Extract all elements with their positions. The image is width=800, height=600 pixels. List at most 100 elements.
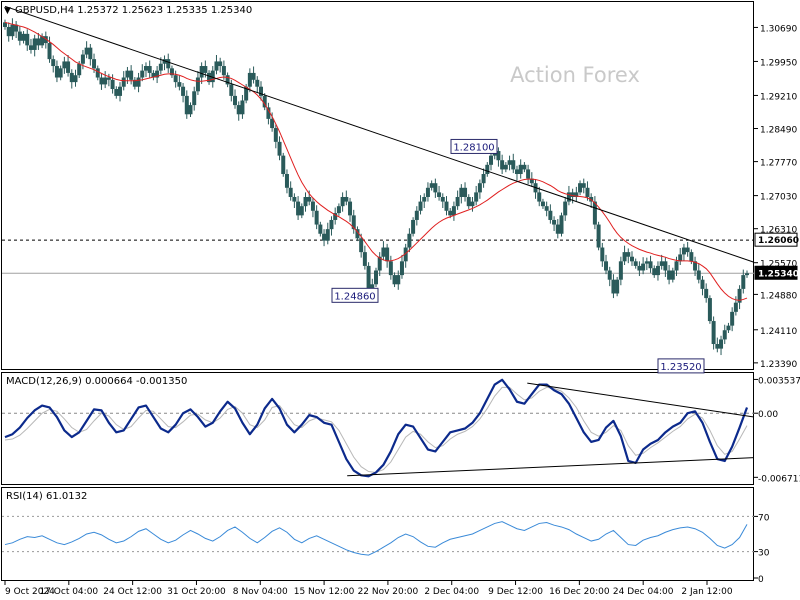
candle-body	[277, 141, 282, 156]
candle-body	[737, 288, 742, 303]
candle-body	[466, 196, 471, 207]
price-annotation-box	[450, 138, 498, 154]
macd-tick-label: 0.003537	[758, 376, 800, 386]
candle-body	[236, 105, 241, 115]
candle-body	[173, 75, 178, 83]
candle-body	[537, 192, 542, 202]
candle-body	[670, 270, 675, 280]
candle-body	[388, 261, 393, 276]
symbol-header: GBPUSD,H4 1.25372 1.25623 1.25335 1.2534…	[15, 5, 252, 16]
candle-body	[566, 192, 571, 202]
candle-body	[522, 164, 527, 170]
watermark: Action Forex	[510, 63, 640, 87]
price-annotation-label: 1.28100	[453, 142, 494, 153]
candle-body	[585, 187, 590, 197]
candle-body	[396, 275, 401, 285]
candle-body	[429, 183, 434, 188]
candle-body	[225, 75, 230, 85]
candle-body	[129, 70, 134, 80]
candle-body	[203, 66, 208, 73]
candle-body	[437, 192, 442, 197]
candle-body	[284, 174, 289, 188]
candle-body	[207, 72, 212, 83]
candle-body	[318, 224, 323, 234]
candle-body	[162, 59, 167, 64]
candle-body	[99, 77, 104, 85]
candle-body	[711, 321, 716, 345]
candle-body	[366, 265, 371, 289]
price-level-tag	[754, 232, 798, 247]
candle-body	[10, 24, 15, 37]
candle-body	[503, 164, 508, 170]
candle-body	[448, 210, 453, 216]
candle-body	[325, 229, 330, 241]
candle-body	[143, 66, 148, 71]
candle-body	[399, 261, 404, 276]
candle-body	[411, 219, 416, 234]
candle-body	[151, 72, 156, 78]
candle-body	[719, 339, 724, 349]
rsi-tick-label: 30	[758, 549, 770, 559]
rsi-layer	[2, 515, 754, 556]
candle-body	[147, 66, 152, 73]
candle-body	[674, 261, 679, 271]
candle-body	[218, 61, 223, 67]
price-level-tag	[754, 265, 798, 280]
candle-body	[110, 79, 115, 90]
candle-body	[136, 77, 141, 87]
price-tick-label: 1.27770	[760, 159, 797, 169]
candle-body	[370, 284, 375, 289]
candle-body	[548, 210, 553, 220]
candle-body	[604, 261, 609, 271]
candle-body	[344, 196, 349, 202]
candle-body	[51, 59, 56, 67]
candle-body	[214, 61, 219, 71]
candle-body	[118, 86, 123, 96]
price-level-tag-label: 1.25340	[758, 269, 799, 279]
candle-body	[414, 210, 419, 220]
candle-body	[507, 160, 512, 165]
moving-average-line	[4, 21, 748, 301]
rsi-tick-label: 70	[758, 513, 770, 523]
candle-body	[54, 66, 59, 78]
price-tick-label: 1.29210	[760, 92, 797, 102]
candle-body	[470, 201, 475, 207]
price-trendline	[4, 5, 755, 263]
candle-body	[62, 61, 67, 69]
candle-body	[58, 68, 63, 78]
candle-body	[481, 174, 486, 184]
candle-body	[247, 72, 252, 87]
candle-body	[69, 72, 74, 83]
candle-body	[43, 36, 48, 44]
candle-body	[106, 77, 111, 80]
macd-trendline	[347, 457, 755, 477]
candle-body	[17, 31, 22, 41]
candle-body	[73, 75, 78, 83]
candle-body	[103, 77, 108, 85]
candle-body	[188, 105, 193, 115]
candle-body	[611, 279, 616, 294]
candle-body	[199, 66, 204, 78]
price-tick-label: 1.23390	[760, 360, 797, 370]
candle-body	[500, 160, 505, 170]
candle-body	[36, 38, 41, 46]
chart-dropdown-icon[interactable]: ▼	[4, 6, 11, 16]
price-tick-label: 1.24880	[760, 291, 797, 301]
candle-body	[329, 219, 334, 230]
candle-body	[433, 183, 438, 193]
time-tick-label: 8 Nov 04:00	[233, 587, 288, 597]
candle-body	[526, 169, 531, 179]
candle-body	[704, 288, 709, 299]
macd-layer	[2, 378, 755, 478]
price-tick-label: 1.25570	[760, 260, 797, 270]
candle-body	[629, 256, 634, 262]
candle-body	[25, 33, 30, 46]
candle-body	[307, 196, 312, 202]
candle-body	[570, 192, 575, 197]
candle-body	[299, 206, 304, 216]
candle-body	[258, 86, 263, 96]
candle-body	[555, 224, 560, 234]
candle-body	[80, 54, 85, 64]
candle-body	[667, 270, 672, 280]
